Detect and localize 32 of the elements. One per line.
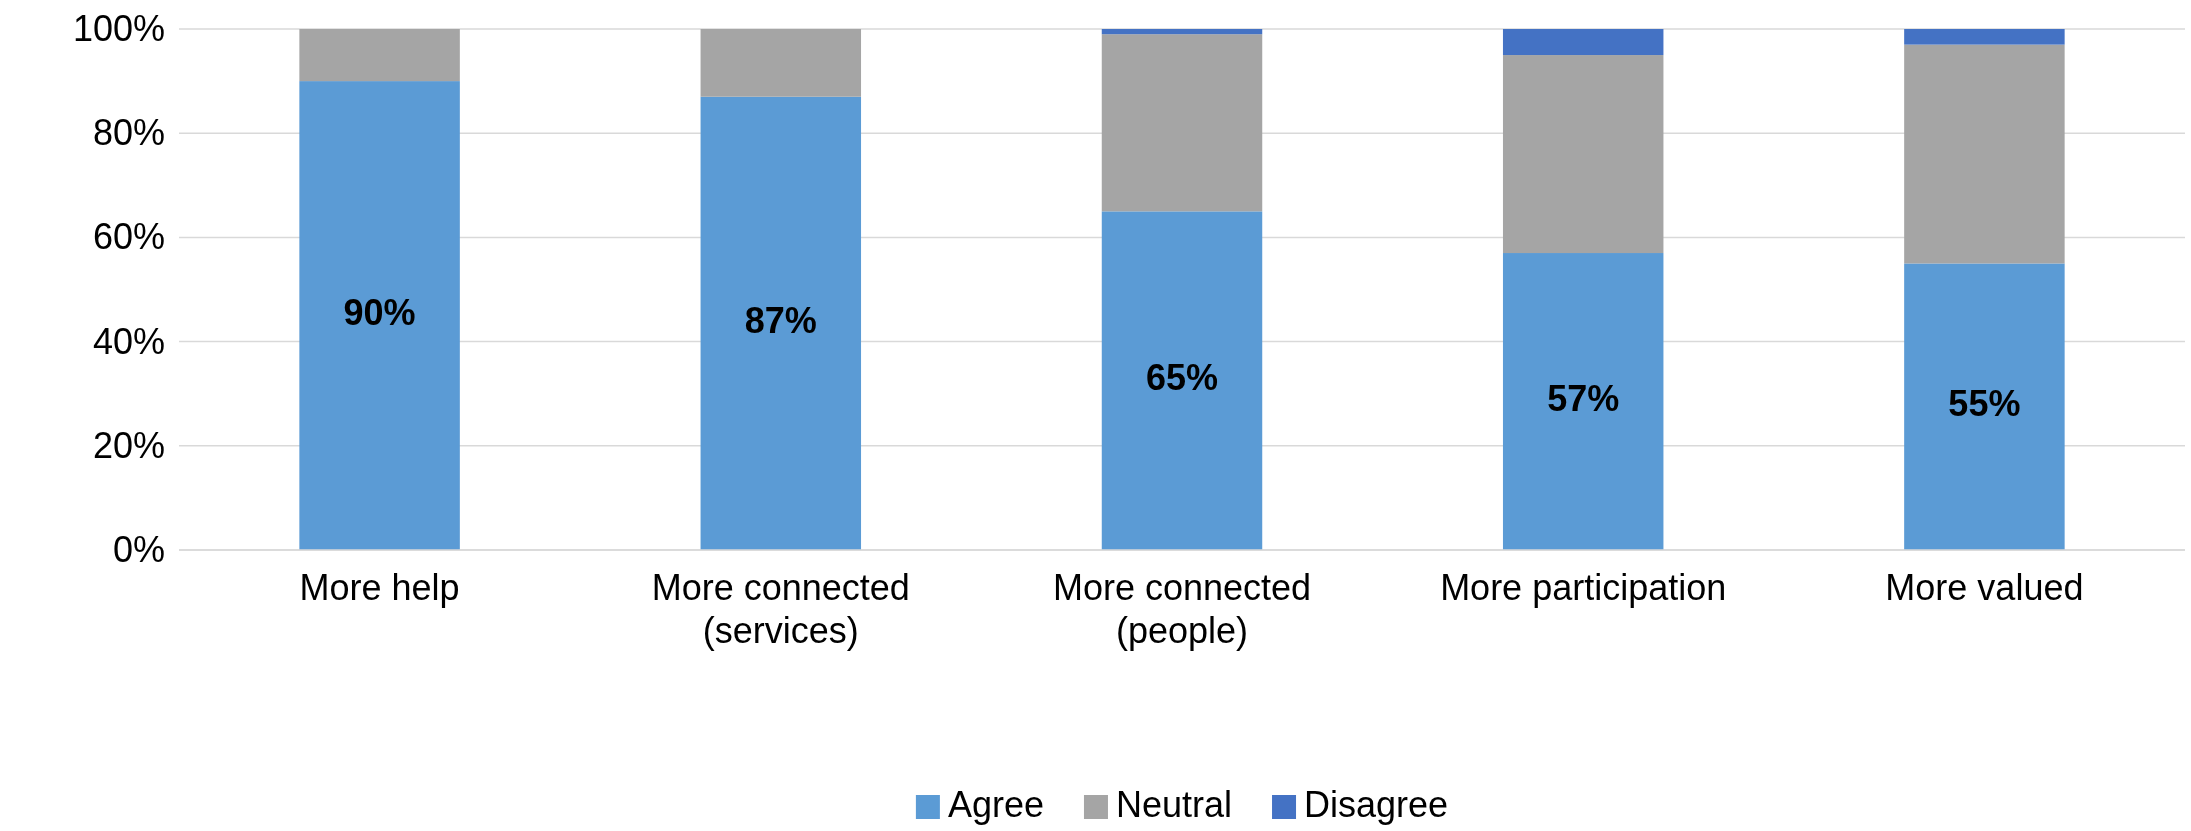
bar <box>700 29 862 97</box>
bar <box>1101 211 1263 550</box>
y-tick-label: 80% <box>92 112 165 154</box>
bar <box>1502 29 1664 56</box>
data-label: 87% <box>744 299 817 341</box>
x-tick-label: More participation <box>1440 567 1727 608</box>
y-tick-label: 40% <box>92 320 165 362</box>
bar <box>700 96 862 550</box>
x-tick-label: More connected (people) <box>1052 567 1312 652</box>
bar <box>1101 29 1263 35</box>
y-tick-label: 60% <box>92 216 165 258</box>
legend-label: Agree <box>947 783 1044 825</box>
bar <box>1502 253 1664 550</box>
bar <box>299 29 460 82</box>
bar <box>299 81 460 550</box>
bar <box>1904 44 2065 264</box>
legend-label: Neutral <box>1115 783 1233 825</box>
data-label: 55% <box>1948 383 2021 425</box>
data-label: 65% <box>1145 357 1219 399</box>
x-tick-label: More valued <box>1885 567 2084 608</box>
bar <box>1904 263 2065 550</box>
x-tick-label: More help <box>299 567 460 608</box>
x-tick-label: More connected (services) <box>651 567 910 652</box>
y-tick-label: 0% <box>112 529 165 571</box>
y-tick-label: 20% <box>92 424 165 466</box>
data-label: 57% <box>1547 378 1620 420</box>
bar <box>1502 55 1664 254</box>
legend-label: Disagree <box>1304 783 1449 825</box>
data-label: 90% <box>343 292 416 334</box>
bar <box>1904 29 2065 45</box>
y-tick-label: 100% <box>72 8 165 50</box>
bar <box>1101 34 1263 212</box>
